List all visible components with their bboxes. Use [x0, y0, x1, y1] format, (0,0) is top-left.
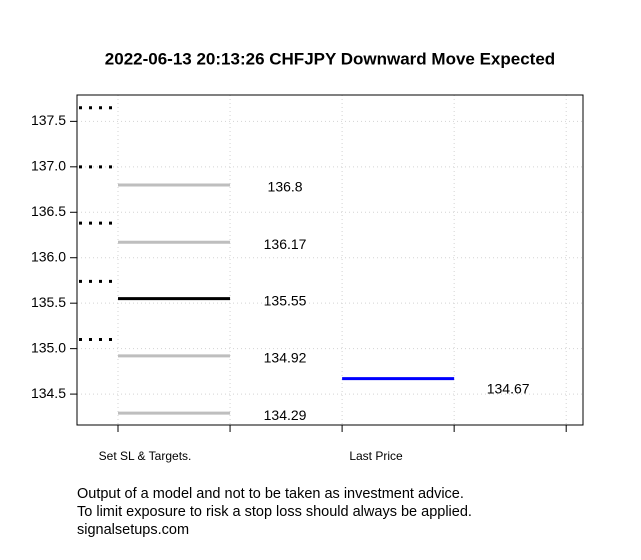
y-tick-label: 137.0	[31, 158, 66, 174]
value-label: 134.92	[264, 350, 307, 366]
y-tick-label: 137.5	[31, 112, 66, 128]
x-axis-text: Set SL & Targets.	[99, 449, 192, 463]
y-tick-label: 136.0	[31, 248, 66, 264]
value-label: 135.55	[264, 292, 307, 308]
chart-title: 2022-06-13 20:13:26 CHFJPY Downward Move…	[105, 49, 555, 68]
footer-line: signalsetups.com	[77, 522, 190, 538]
value-label: 134.67	[487, 380, 530, 396]
y-tick-label: 134.5	[31, 385, 66, 401]
footer-line: Output of a model and not to be taken as…	[77, 486, 464, 502]
y-tick-label: 135.5	[31, 294, 66, 310]
x-axis-text: Last Price	[349, 449, 403, 463]
plot-frame	[76, 94, 584, 426]
y-tick-label: 135.0	[31, 339, 66, 355]
value-label: 136.17	[264, 236, 307, 252]
value-label: 136.8	[268, 179, 303, 195]
footer: Output of a model and not to be taken as…	[77, 485, 472, 539]
footer-line: To limit exposure to risk a stop loss sh…	[77, 504, 472, 520]
value-label: 134.29	[264, 407, 307, 423]
y-tick-label: 136.5	[31, 203, 66, 219]
